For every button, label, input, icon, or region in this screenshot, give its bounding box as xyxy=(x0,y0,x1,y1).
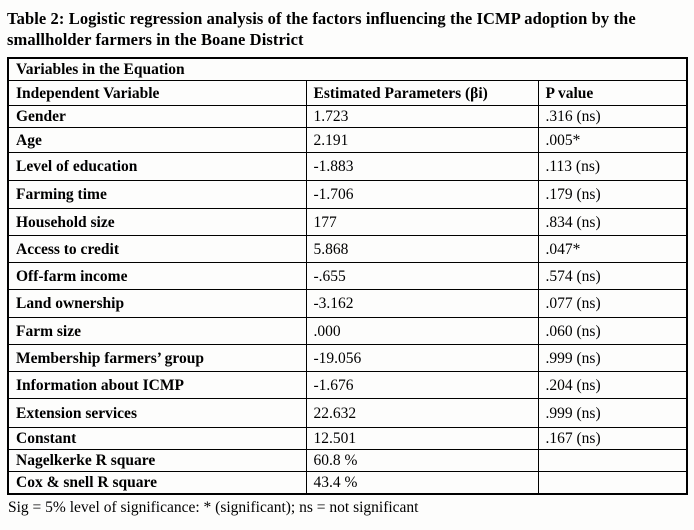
estimate-cell: 60.8 % xyxy=(305,449,539,473)
variable-cell: Farm size xyxy=(7,317,307,346)
pvalue-cell: .167 (ns) xyxy=(537,427,688,451)
estimate-cell: -19.056 xyxy=(305,344,539,373)
variable-cell: Information about ICMP xyxy=(7,371,307,400)
pvalue-cell: .999 (ns) xyxy=(537,398,688,429)
estimate-cell: -1.883 xyxy=(305,152,539,182)
section-header: Variables in the Equation xyxy=(7,57,688,82)
variable-cell: Land ownership xyxy=(7,289,307,319)
variable-cell: Cox & snell R square xyxy=(7,471,307,495)
table-row: Gender 1.723 .316 (ns) xyxy=(7,105,688,129)
column-header-pvalue: P value xyxy=(537,80,688,107)
table-row: Land ownership -3.162 .077 (ns) xyxy=(7,289,688,319)
pvalue-cell xyxy=(537,449,688,473)
pvalue-cell: .113 (ns) xyxy=(537,152,688,182)
estimate-cell: 1.723 xyxy=(305,105,539,129)
estimate-cell: -3.162 xyxy=(305,289,539,319)
estimate-cell: 5.868 xyxy=(305,235,539,264)
summary-row: Cox & snell R square 43.4 % xyxy=(7,471,688,495)
pvalue-cell xyxy=(537,471,688,495)
section-header-row: Variables in the Equation xyxy=(7,57,688,82)
variable-cell: Age xyxy=(7,127,307,154)
variable-cell: Off-farm income xyxy=(7,262,307,291)
pvalue-cell: .316 (ns) xyxy=(537,105,688,129)
pvalue-cell: .204 (ns) xyxy=(537,371,688,400)
table-row: Constant 12.501 .167 (ns) xyxy=(7,427,688,451)
variable-cell: Constant xyxy=(7,427,307,451)
column-header-variable: Independent Variable xyxy=(7,80,307,107)
estimate-cell: 43.4 % xyxy=(305,471,539,495)
variable-cell: Access to credit xyxy=(7,235,307,264)
variable-cell: Nagelkerke R square xyxy=(7,449,307,473)
pvalue-cell: .060 (ns) xyxy=(537,317,688,346)
summary-row: Nagelkerke R square 60.8 % xyxy=(7,449,688,473)
pvalue-cell: .574 (ns) xyxy=(537,262,688,291)
estimate-cell: .000 xyxy=(305,317,539,346)
table-row: Farming time -1.706 .179 (ns) xyxy=(7,180,688,210)
estimate-cell: 177 xyxy=(305,208,539,237)
table-row: Household size 177 .834 (ns) xyxy=(7,208,688,237)
variable-cell: Level of education xyxy=(7,152,307,182)
pvalue-cell: .077 (ns) xyxy=(537,289,688,319)
regression-results-table: Variables in the Equation Independent Va… xyxy=(7,57,689,496)
variable-cell: Extension services xyxy=(7,398,307,429)
table-row: Age 2.191 .005* xyxy=(7,127,688,154)
variable-cell: Farming time xyxy=(7,180,307,210)
variable-cell: Membership farmers’ group xyxy=(7,344,307,373)
significance-footnote: Sig = 5% level of significance: * (signi… xyxy=(8,499,419,517)
table-row: Off-farm income -.655 .574 (ns) xyxy=(7,262,688,291)
pvalue-cell: .047* xyxy=(537,235,688,264)
variable-cell: Gender xyxy=(7,105,307,129)
table-row: Extension services 22.632 .999 (ns) xyxy=(7,398,688,429)
estimate-cell: 22.632 xyxy=(305,398,539,429)
estimate-cell: 2.191 xyxy=(305,127,539,154)
table-row: Access to credit 5.868 .047* xyxy=(7,235,688,264)
table-caption: Table 2: Logistic regression analysis of… xyxy=(7,9,636,50)
estimate-cell: -.655 xyxy=(305,262,539,291)
estimate-cell: -1.676 xyxy=(305,371,539,400)
table-row: Membership farmers’ group -19.056 .999 (… xyxy=(7,344,688,373)
table-row: Level of education -1.883 .113 (ns) xyxy=(7,152,688,182)
pvalue-cell: .999 (ns) xyxy=(537,344,688,373)
estimate-cell: -1.706 xyxy=(305,180,539,210)
pvalue-cell: .834 (ns) xyxy=(537,208,688,237)
variable-cell: Household size xyxy=(7,208,307,237)
column-header-estimate: Estimated Parameters (βi) xyxy=(305,80,539,107)
pvalue-cell: .005* xyxy=(537,127,688,154)
pvalue-cell: .179 (ns) xyxy=(537,180,688,210)
table-row: Farm size .000 .060 (ns) xyxy=(7,317,688,346)
table-row: Information about ICMP -1.676 .204 (ns) xyxy=(7,371,688,400)
column-header-row: Independent Variable Estimated Parameter… xyxy=(7,80,688,107)
estimate-cell: 12.501 xyxy=(305,427,539,451)
